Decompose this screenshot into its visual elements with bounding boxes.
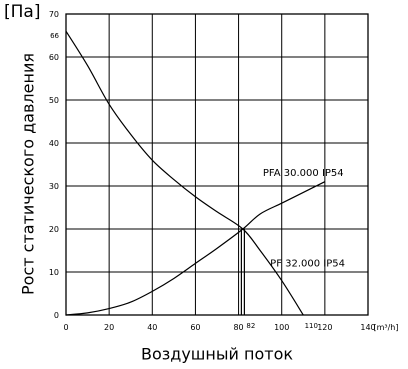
y-tick-label: 60 bbox=[49, 53, 59, 62]
y-tick-label: 20 bbox=[49, 225, 59, 234]
x-tick-label: 0 bbox=[63, 323, 68, 332]
y-tick-label: 50 bbox=[49, 96, 59, 105]
plot-frame bbox=[65, 13, 369, 316]
x-unit-label: [m³/h] bbox=[373, 323, 398, 332]
annotation-y-66: 66 bbox=[50, 32, 59, 40]
x-tick-label: 40 bbox=[147, 323, 157, 332]
x-tick-label: 20 bbox=[104, 323, 114, 332]
series-line-1 bbox=[65, 181, 326, 316]
series-label-pf: PF 32.000 IP54 bbox=[270, 258, 345, 269]
series-line-0 bbox=[65, 30, 304, 316]
x-tick-label: 60 bbox=[190, 323, 200, 332]
x-tick-label: 80 bbox=[233, 323, 243, 332]
x-axis-title: Воздушный поток bbox=[140, 344, 294, 364]
y-tick-label: 40 bbox=[49, 139, 59, 148]
annotation-x-82: 82 bbox=[246, 322, 255, 330]
y-tick-label: 0 bbox=[54, 311, 59, 320]
annotation-x-110: 110 bbox=[305, 322, 318, 330]
x-tick-label: 100 bbox=[274, 323, 289, 332]
x-tick-label: 140 bbox=[360, 323, 375, 332]
y-tick-label: 30 bbox=[49, 182, 59, 191]
y-tick-label: 70 bbox=[49, 10, 59, 19]
y-unit-label: [Па] bbox=[4, 2, 41, 22]
series-label-pfa: PFA 30.000 IP54 bbox=[263, 168, 344, 179]
y-tick-label: 10 bbox=[49, 268, 59, 277]
x-tick-label: 120 bbox=[317, 323, 332, 332]
